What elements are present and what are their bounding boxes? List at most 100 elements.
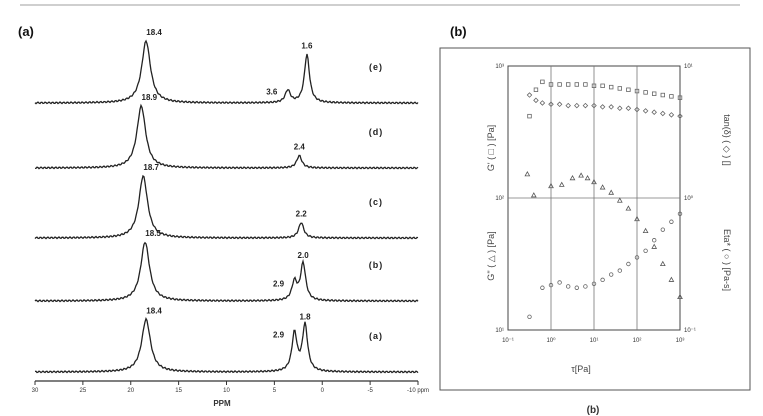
data-point: [660, 110, 666, 117]
data-point: [616, 197, 623, 203]
data-point: [643, 90, 648, 95]
trace-label: (e): [369, 62, 383, 72]
peak-label: 1.6: [301, 42, 313, 51]
data-point: [557, 280, 562, 285]
data-point: [651, 243, 658, 249]
data-point: [599, 104, 606, 110]
ppm-tick-label: 20: [127, 388, 134, 394]
data-point: [634, 255, 640, 260]
data-point: [651, 91, 657, 96]
ppm-tick-label: 15: [175, 388, 182, 394]
data-point: [626, 87, 631, 92]
peak-label: 18.4: [146, 28, 162, 37]
data-point: [591, 178, 597, 185]
data-point: [600, 83, 605, 88]
data-point: [677, 95, 683, 100]
data-point: [625, 105, 632, 112]
nmr-trace: [34, 174, 419, 240]
data-point: [634, 215, 640, 222]
data-point: [617, 86, 622, 91]
data-point: [578, 172, 584, 178]
y-axis-right-top-title: tan(δ) ( ◇ ) []: [722, 114, 732, 165]
rheology-plot-area: 10⁻¹ 10⁰ 10¹ 10² 10³ 10³ 10² 10¹ 10¹ 10⁰ 10⁻¹: [495, 64, 696, 344]
data-point: [659, 260, 666, 267]
data-point: [548, 82, 554, 87]
peak-label: 2.0: [298, 251, 310, 260]
nmr-trace: [34, 241, 419, 303]
data-point: [669, 219, 674, 224]
ppm-tick-label: 5: [273, 388, 277, 394]
data-point: [677, 113, 683, 119]
x-tick-label: 10⁻¹: [502, 338, 514, 344]
data-point: [524, 171, 531, 177]
data-point: [574, 102, 580, 109]
x-tick-label: 10¹: [590, 338, 599, 344]
y-tick-label-left: 10¹: [495, 328, 504, 334]
peak-label: 3.6: [266, 88, 278, 97]
data-point: [608, 272, 614, 277]
trace-label: (d): [369, 127, 384, 137]
data-point: [643, 248, 648, 253]
ppm-tick-label: 25: [80, 388, 87, 394]
panel-a-label: (a): [18, 24, 34, 39]
data-point: [565, 82, 571, 87]
ppm-tick-label: -10 ppm: [407, 388, 429, 394]
data-point: [558, 181, 565, 187]
panel-b-frame: [439, 47, 751, 391]
peak-label: 2.4: [294, 143, 306, 152]
data-point: [584, 174, 591, 181]
data-point: [565, 102, 571, 109]
data-point: [527, 113, 532, 119]
nmr-trace: [34, 103, 419, 170]
nmr-traces: 18.4 3.6 1.6 (e) 18.9 2.4 (d) 18.7 2.2 (c) 18.5 2.9…: [34, 28, 419, 374]
data-point: [642, 108, 649, 114]
y-tick-label-left: 10²: [495, 196, 504, 202]
data-point: [660, 92, 665, 98]
trace-label: (c): [369, 197, 383, 207]
data-point: [668, 276, 675, 282]
data-point: [642, 227, 649, 234]
data-point: [599, 184, 606, 190]
data-point: [591, 102, 597, 109]
data-point: [634, 88, 640, 94]
ppm-tick-label: -5: [367, 388, 373, 394]
data-point: [625, 205, 632, 211]
data-point: [651, 238, 657, 243]
peak-label: 18.9: [142, 93, 158, 102]
x-tick-label: 10²: [633, 338, 642, 344]
data-point: [591, 83, 597, 88]
data-point: [533, 97, 539, 104]
ppm-axis-title: PPM: [213, 399, 231, 408]
data-point: [533, 87, 539, 92]
data-point: [608, 104, 614, 110]
data-point: [608, 84, 614, 90]
data-point: [540, 285, 545, 290]
trace-label: (a): [369, 331, 383, 341]
x-tick-label: 10⁰: [546, 337, 556, 344]
data-point: [668, 112, 675, 118]
peak-label: 18.4: [146, 306, 162, 315]
data-point: [626, 261, 631, 267]
data-point: [569, 174, 576, 181]
y-tick-label-right: 10¹: [684, 64, 693, 70]
y-tick-label-right: 10⁻¹: [684, 328, 696, 334]
panel-b-label: (b): [450, 24, 467, 39]
y-tick-label-left: 10³: [495, 64, 504, 70]
data-point: [591, 281, 597, 286]
nmr-trace: [34, 39, 419, 105]
y-tick-label-right: 10⁰: [684, 195, 694, 202]
data-point: [548, 282, 554, 288]
top-rule: [20, 4, 740, 6]
panel-b-caption: (b): [587, 405, 600, 416]
data-point: [634, 106, 640, 113]
data-point: [582, 102, 589, 109]
data-point: [617, 268, 622, 273]
data-point: [574, 285, 579, 290]
ppm-tick-label: 0: [321, 388, 325, 394]
peak-label: 1.8: [299, 313, 311, 322]
ppm-tick-label: 30: [32, 388, 39, 394]
peak-label: 18.5: [145, 229, 161, 238]
data-point: [660, 227, 665, 232]
data-point: [565, 284, 571, 289]
ppm-axis: 30 25 20 15 10 5 0 -5 -10 ppm: [32, 380, 429, 394]
